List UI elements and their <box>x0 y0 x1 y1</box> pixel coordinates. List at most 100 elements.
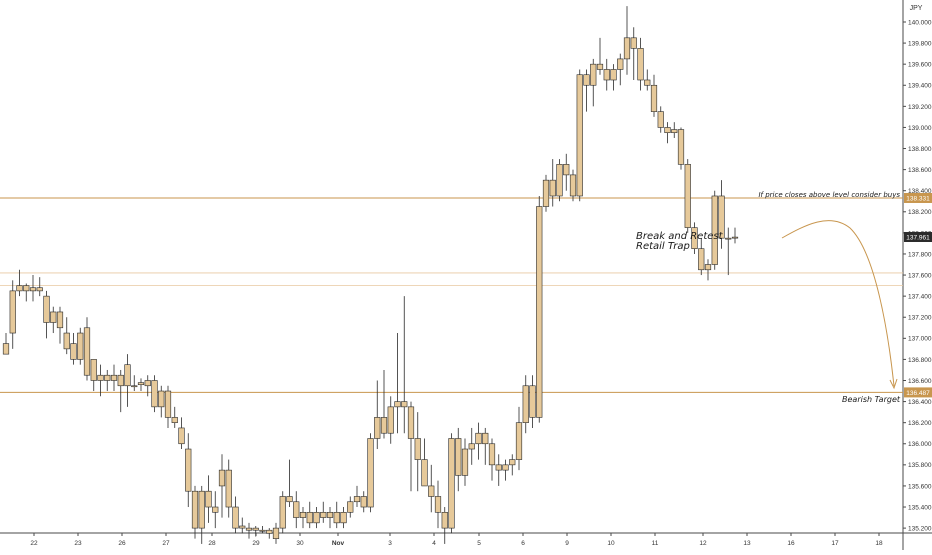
candle-body <box>97 374 104 381</box>
candle-body <box>495 464 502 471</box>
candle-body <box>306 511 313 524</box>
candle-body <box>347 501 354 513</box>
candle-body <box>131 385 138 388</box>
candle-body <box>63 332 70 350</box>
candle-body <box>225 469 232 508</box>
candle-body <box>434 496 442 513</box>
candle-body <box>239 525 246 529</box>
candle-body <box>637 48 644 81</box>
candle-body <box>394 401 401 408</box>
projection-curve <box>781 220 895 387</box>
candle-body <box>590 63 597 86</box>
x-tick-label: 30 <box>296 540 304 547</box>
candle-body <box>414 438 421 460</box>
candle-body <box>198 490 205 529</box>
candle-body <box>252 527 259 531</box>
candle-body <box>529 385 536 418</box>
candle-body <box>691 227 698 249</box>
candle-body <box>583 74 590 86</box>
x-tick-label: 12 <box>699 540 707 547</box>
y-tick-label: 137.800 <box>908 251 932 258</box>
candle-body <box>353 496 361 503</box>
candle-body <box>171 417 178 423</box>
candle-body <box>158 390 165 408</box>
x-tick-label: 4 <box>432 540 436 547</box>
candle-body <box>549 179 556 197</box>
candle-body <box>556 164 563 197</box>
candle-body <box>23 285 30 292</box>
candle-body <box>299 511 307 518</box>
candle-body <box>110 374 118 381</box>
x-tick-label: 5 <box>477 540 481 547</box>
candle-body <box>9 290 16 334</box>
candle-body <box>401 401 408 408</box>
candle-body <box>617 58 624 70</box>
y-tick-label: 135.200 <box>908 526 932 533</box>
candle-body <box>475 432 482 445</box>
candle-body <box>29 287 37 292</box>
candle-body <box>664 127 671 134</box>
candle-body <box>374 417 381 439</box>
y-tick-label: 138.400 <box>908 188 932 195</box>
candle-body <box>164 390 172 418</box>
candle-body <box>272 527 280 539</box>
price-tag-label: 136.487 <box>906 390 930 397</box>
candle-body <box>56 311 64 329</box>
y-tick-label: 136.800 <box>908 357 932 364</box>
candle-body <box>124 364 131 387</box>
y-tick-label: 139.600 <box>908 62 932 69</box>
x-tick-label: 22 <box>30 540 38 547</box>
candle-body <box>293 501 300 518</box>
candle-body <box>468 443 475 450</box>
candle-body <box>380 417 388 434</box>
x-tick-label: 13 <box>743 540 751 547</box>
y-tick-label: 135.600 <box>908 483 932 490</box>
candle-body <box>360 496 367 508</box>
price-tag <box>904 192 932 203</box>
candle-body <box>657 111 664 128</box>
candle-body <box>596 63 604 70</box>
candle-body <box>185 448 192 492</box>
y-tick-label: 138.800 <box>908 146 932 153</box>
x-tick-label: 23 <box>74 540 82 547</box>
retail-trap-label: Retail Trap <box>636 241 690 252</box>
candle-body <box>367 438 374 508</box>
candle-body <box>421 459 428 487</box>
candle-body <box>2 343 10 355</box>
candle-body <box>387 406 394 434</box>
candle-body <box>218 469 226 487</box>
candle-body <box>90 359 97 381</box>
candle-body <box>232 506 239 529</box>
candle-body <box>137 382 145 386</box>
candle-body <box>36 287 43 292</box>
candle-body <box>191 490 199 529</box>
candle-body <box>671 129 678 134</box>
candle-body <box>333 511 340 524</box>
candle-body <box>725 237 732 240</box>
y-tick-label: 139.000 <box>908 125 932 132</box>
candle-body <box>482 432 489 445</box>
candle-body <box>70 343 77 360</box>
candle-body <box>455 438 462 476</box>
candle-body <box>630 37 637 49</box>
candle-body <box>245 527 253 531</box>
x-tick-label: 6 <box>521 540 525 547</box>
candle-body <box>320 511 327 518</box>
candle-body <box>117 374 124 387</box>
x-tick-label: 18 <box>875 540 883 547</box>
candle-body <box>569 174 577 197</box>
candle-body <box>326 511 334 518</box>
break-retest-label: Break and Retest <box>636 231 724 242</box>
candle-body <box>711 195 718 265</box>
y-tick-label: 135.800 <box>908 462 932 469</box>
x-tick-label: 17 <box>831 540 839 547</box>
y-tick-label: 136.600 <box>908 378 932 385</box>
y-tick-label: 137.400 <box>908 294 932 301</box>
x-tick-label: 3 <box>388 540 392 547</box>
candle-body <box>178 427 185 445</box>
price-tag-label: 138.331 <box>906 195 930 202</box>
candle-body <box>448 438 455 529</box>
price-tag <box>904 387 932 398</box>
